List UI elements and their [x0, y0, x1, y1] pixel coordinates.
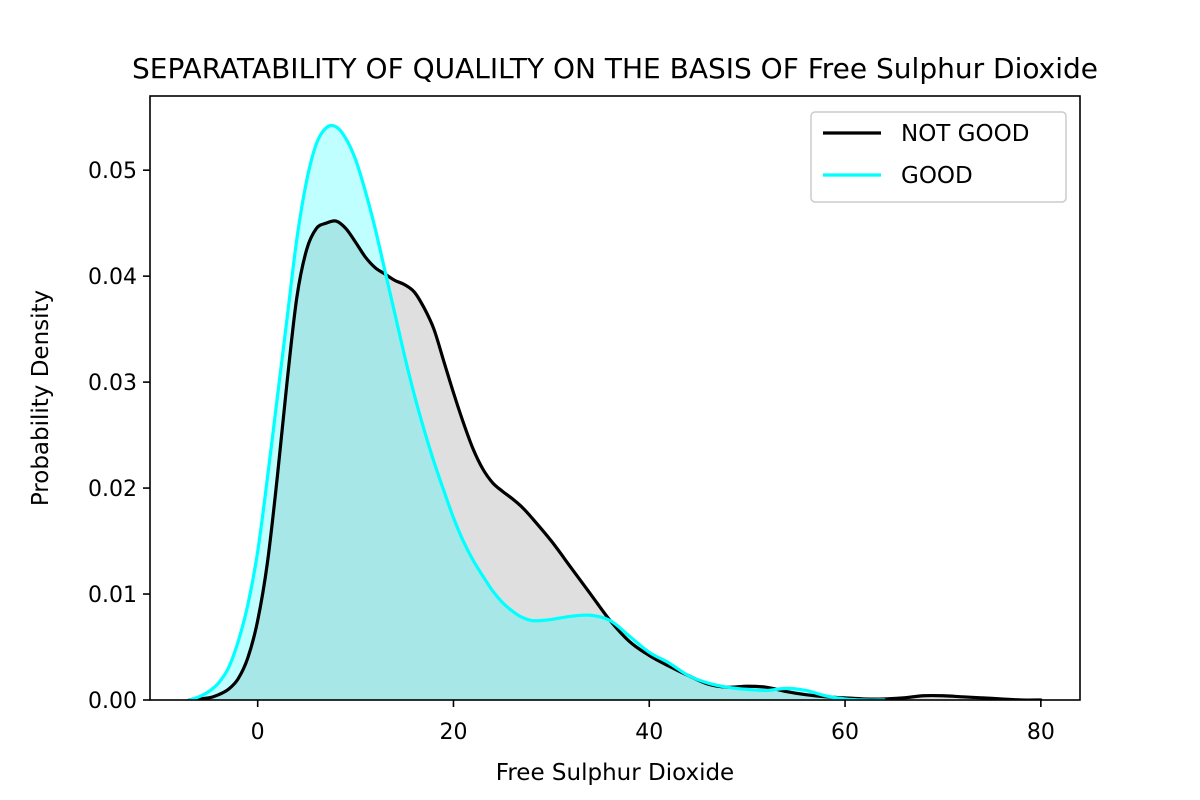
y-axis: 0.00 0.01 0.02 0.03 0.04 0.05	[88, 159, 150, 714]
y-tick-label: 0.04	[88, 265, 137, 290]
legend-label-good: GOOD	[901, 163, 973, 189]
x-axis-label: Free Sulphur Dioxide	[496, 760, 734, 786]
y-tick-label: 0.02	[88, 477, 137, 502]
legend: NOT GOOD GOOD	[810, 111, 1067, 203]
y-tick-label: 0.05	[88, 159, 137, 184]
density-lines	[187, 123, 1043, 700]
x-tick-label: 0	[251, 720, 265, 745]
x-tick-label: 40	[635, 720, 663, 745]
chart-title: SEPARATABILITY OF QUALILTY ON THE BASIS …	[132, 52, 1098, 85]
y-tick-label: 0.00	[88, 689, 137, 714]
y-axis-label: Probability Density	[28, 290, 54, 506]
x-tick-label: 80	[1027, 720, 1055, 745]
x-axis: 0 20 40 60 80	[251, 700, 1055, 745]
plot-area	[187, 123, 1043, 700]
axes-frame	[149, 95, 1081, 701]
legend-label-not-good: NOT GOOD	[901, 121, 1029, 147]
x-tick-label: 60	[831, 720, 859, 745]
y-tick-label: 0.03	[88, 371, 137, 396]
x-tick-label: 20	[439, 720, 467, 745]
density-line-good	[187, 123, 886, 700]
y-tick-label: 0.01	[88, 583, 137, 608]
density-fill-good	[189, 125, 885, 700]
